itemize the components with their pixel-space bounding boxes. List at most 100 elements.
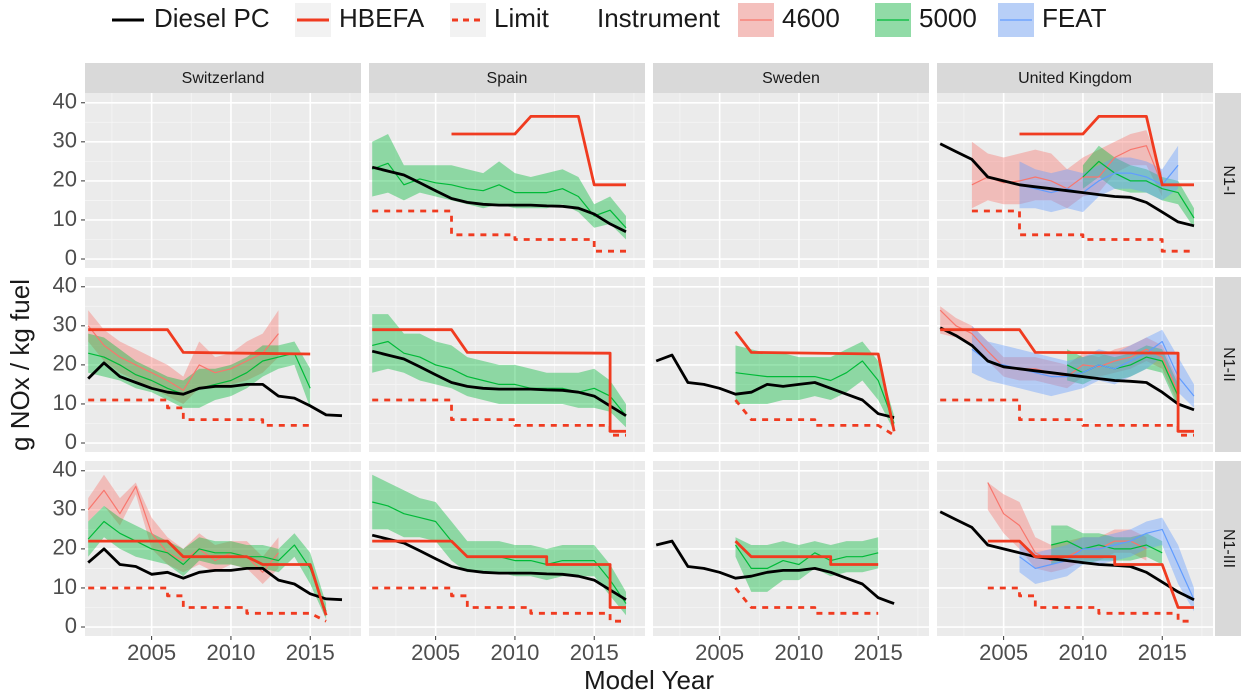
column-label: Spain xyxy=(487,70,528,87)
y-axis-title: g NOx / kg fuel xyxy=(5,279,35,451)
confidence-band xyxy=(372,134,626,240)
y-tick-label: 10 xyxy=(53,574,77,599)
legend-title: Instrument xyxy=(597,3,721,33)
series-line xyxy=(87,361,343,418)
row-strip xyxy=(1215,93,1241,268)
y-tick-label: 30 xyxy=(53,496,77,521)
confidence-band xyxy=(88,505,327,620)
series-line xyxy=(735,360,895,424)
confidence-band xyxy=(735,341,895,432)
confidence-band xyxy=(940,306,1179,404)
row-strip xyxy=(1215,277,1241,452)
confidence-band xyxy=(971,325,1194,408)
series-line xyxy=(372,539,626,609)
x-tick-label: 2005 xyxy=(411,640,460,665)
y-tick-label: 40 xyxy=(53,457,77,482)
series-line xyxy=(1019,164,1179,194)
column-strip xyxy=(85,63,361,93)
y-tick-label: 20 xyxy=(53,351,77,376)
legend-label: Limit xyxy=(494,3,550,33)
confidence-band xyxy=(1082,145,1194,228)
row-label: N1-III xyxy=(1220,529,1237,568)
column-strip xyxy=(369,63,645,93)
legend-label: HBEFA xyxy=(339,3,425,33)
series-line xyxy=(734,399,895,437)
series-line xyxy=(87,547,343,602)
y-tick-label: 10 xyxy=(53,206,77,231)
series-line xyxy=(987,586,1194,623)
series-line xyxy=(372,586,626,623)
legend-label: 5000 xyxy=(919,3,977,33)
series-line xyxy=(87,325,279,391)
confidence-band xyxy=(1019,145,1179,213)
legend-label: FEAT xyxy=(1042,3,1107,33)
confidence-band xyxy=(372,314,626,428)
x-tick-label: 2015 xyxy=(570,640,619,665)
y-tick-label: 30 xyxy=(53,128,77,153)
y-tick-label: 40 xyxy=(53,89,77,114)
x-tick-label: 2005 xyxy=(127,640,176,665)
x-tick-label: 2015 xyxy=(1138,640,1187,665)
x-tick-label: 2005 xyxy=(695,640,744,665)
confidence-band xyxy=(1019,517,1194,612)
confidence-band xyxy=(1067,345,1179,408)
x-tick-label: 2015 xyxy=(854,640,903,665)
series-line xyxy=(372,328,626,433)
y-tick-label: 10 xyxy=(53,390,77,415)
x-tick-label: 2010 xyxy=(1058,640,1107,665)
column-strip xyxy=(937,63,1213,93)
series-line xyxy=(1019,115,1194,187)
series-line xyxy=(971,209,1194,253)
legend-label: 4600 xyxy=(782,3,840,33)
column-label: Sweden xyxy=(762,70,820,87)
series-line xyxy=(734,330,896,432)
column-label: United Kingdom xyxy=(1018,70,1132,87)
series-line xyxy=(939,326,1195,412)
series-line xyxy=(371,349,627,417)
series-line xyxy=(939,142,1195,228)
y-tick-label: 40 xyxy=(53,273,77,298)
series-line xyxy=(87,520,327,612)
row-strip xyxy=(1215,461,1241,636)
series-line xyxy=(735,544,879,569)
series-line xyxy=(734,587,879,615)
series-line xyxy=(940,328,1194,433)
series-line xyxy=(88,398,311,427)
y-tick-label: 30 xyxy=(53,312,77,337)
series-line xyxy=(372,209,626,253)
series-line xyxy=(655,353,895,419)
series-line xyxy=(734,540,879,566)
series-line xyxy=(451,115,626,187)
y-tick-label: 0 xyxy=(65,613,77,638)
series-line xyxy=(1082,160,1195,219)
series-line xyxy=(1019,528,1195,600)
x-tick-label: 2010 xyxy=(206,640,255,665)
series-line xyxy=(372,340,627,417)
series-line xyxy=(371,165,627,233)
confidence-band xyxy=(971,130,1163,209)
x-tick-label: 2010 xyxy=(490,640,539,665)
x-axis-title: Model Year xyxy=(584,665,714,695)
confidence-band xyxy=(735,537,879,592)
column-strip xyxy=(653,63,929,93)
series-line xyxy=(987,539,1194,609)
row-label: N1-I xyxy=(1220,165,1237,195)
series-line xyxy=(939,510,1195,601)
y-tick-label: 0 xyxy=(65,429,77,454)
series-line xyxy=(88,539,328,616)
x-tick-label: 2005 xyxy=(979,640,1028,665)
x-tick-label: 2015 xyxy=(286,640,335,665)
series-line xyxy=(655,539,895,605)
column-label: Switzerland xyxy=(182,70,265,87)
confidence-band xyxy=(372,474,626,616)
y-tick-label: 0 xyxy=(65,245,77,270)
x-tick-label: 2010 xyxy=(774,640,823,665)
legend-label: Diesel PC xyxy=(154,3,270,33)
y-tick-label: 20 xyxy=(53,167,77,192)
y-tick-label: 20 xyxy=(53,535,77,560)
series-line xyxy=(88,328,311,356)
series-line xyxy=(371,533,627,601)
row-label: N1-II xyxy=(1220,347,1237,382)
